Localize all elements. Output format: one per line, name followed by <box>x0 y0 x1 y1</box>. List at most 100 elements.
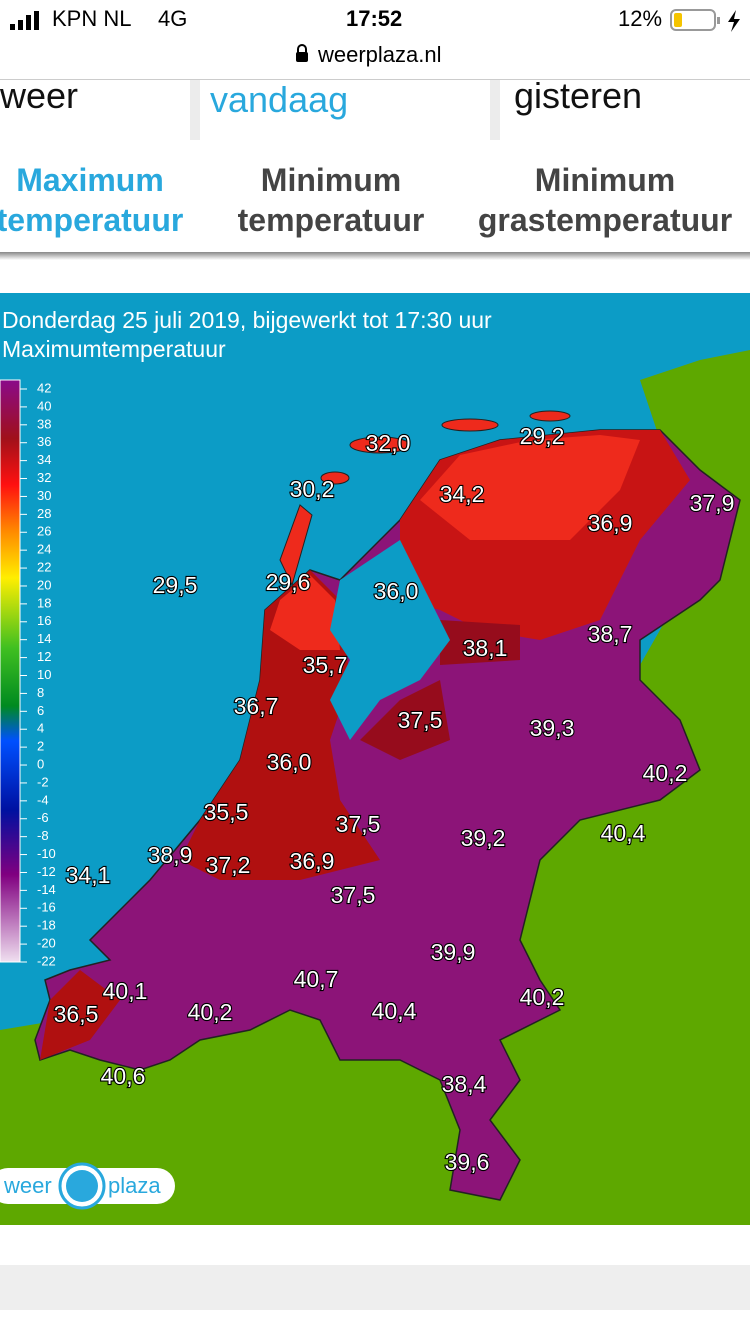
subtab-line: Maximum <box>16 162 164 198</box>
url[interactable]: weerplaza.nl <box>318 42 442 67</box>
temperature-label: 37,5 <box>398 707 443 733</box>
legend-label: 20 <box>37 577 51 592</box>
temperature-label: 36,0 <box>374 578 419 604</box>
legend-label: -12 <box>37 864 56 879</box>
subtab[interactable]: Minimum temperatuur <box>211 160 451 240</box>
legend-label: 24 <box>37 542 51 557</box>
temperature-label: 39,2 <box>461 825 506 851</box>
legend-label: 18 <box>37 595 51 610</box>
tab-label: weer <box>0 75 79 116</box>
temperature-label: 38,9 <box>148 842 193 868</box>
temperature-label: 35,5 <box>204 799 249 825</box>
subtab-line: temperatuur <box>237 202 425 238</box>
subtab-active[interactable]: Maximum temperatuur <box>0 160 210 240</box>
temperature-label: 37,5 <box>331 882 376 908</box>
subtab-line: temperatuur <box>0 202 184 238</box>
temperature-label: 40,2 <box>188 999 233 1025</box>
island <box>349 436 411 454</box>
temperature-label: 40,2 <box>520 984 565 1010</box>
legend-label: -2 <box>37 774 49 789</box>
legend-label: -6 <box>37 810 49 825</box>
island <box>279 504 313 587</box>
temperature-label: 30,2 <box>290 476 335 502</box>
legend-label: 40 <box>37 398 51 413</box>
temperature-label: 40,4 <box>601 820 646 846</box>
legend-label: 36 <box>37 434 51 449</box>
temperature-label: 29,6 <box>266 569 311 595</box>
legend-label: 12 <box>37 649 51 664</box>
legend-label: -18 <box>37 918 56 933</box>
subtab[interactable]: Minimum grastemperatuur <box>465 160 745 240</box>
temperature-label: 40,7 <box>294 966 339 992</box>
region <box>420 435 640 540</box>
temperature-label: 36,9 <box>290 848 335 874</box>
tab[interactable]: gisteren <box>500 75 750 140</box>
legend-label: 14 <box>37 631 51 646</box>
legend-label: 16 <box>37 613 51 628</box>
temperature-label: 38,4 <box>442 1071 487 1097</box>
footer-band <box>0 1265 750 1310</box>
legend-label: 2 <box>37 739 44 754</box>
legend-label: 28 <box>37 506 51 521</box>
carrier: KPN NL <box>52 6 132 31</box>
temperature-label: 40,2 <box>643 760 688 786</box>
temperature-label: 36,0 <box>267 749 312 775</box>
subtab-line: grastemperatuur <box>477 202 733 238</box>
shadow <box>0 252 750 260</box>
temperature-label: 37,2 <box>206 852 251 878</box>
region <box>440 620 520 665</box>
legend-label: 10 <box>37 667 51 682</box>
region <box>360 680 450 760</box>
temperature-label: 40,6 <box>101 1063 146 1089</box>
legend-label: -10 <box>37 846 56 861</box>
legend-label: -8 <box>37 828 49 843</box>
temperature-label: 40,1 <box>103 978 148 1004</box>
legend-label: -22 <box>37 953 56 968</box>
temperature-label: 39,9 <box>431 939 476 965</box>
temperature-label: 34,1 <box>66 862 111 888</box>
legend-label: 4 <box>37 721 44 736</box>
legend-label: -14 <box>37 882 56 897</box>
region <box>270 575 340 650</box>
legend-label: 26 <box>37 524 51 539</box>
map-subtitle: Maximumtemperatuur <box>2 336 226 362</box>
color-scale <box>0 379 21 963</box>
tab-label: gisteren <box>514 75 643 116</box>
network: 4G <box>158 6 188 31</box>
legend-label: -20 <box>37 936 56 951</box>
legend-label: 38 <box>37 416 51 431</box>
tab[interactable]: weer <box>0 75 190 140</box>
region <box>40 970 120 1060</box>
temperature-label: 39,3 <box>530 715 575 741</box>
battery-level: 12% <box>618 6 663 31</box>
temperature-label: 39,6 <box>445 1149 490 1175</box>
temperature-label: 40,4 <box>372 998 417 1024</box>
legend-label: 30 <box>37 488 51 503</box>
legend-label: 8 <box>37 685 44 700</box>
signal-icon <box>10 11 39 30</box>
legend-label: 22 <box>37 560 51 575</box>
island <box>529 410 571 422</box>
subtab-line: Minimum <box>260 162 402 198</box>
tab-active[interactable]: vandaag <box>200 80 490 140</box>
temperature-label: 38,1 <box>463 635 508 661</box>
map: Donderdag 25 juli 2019, bijgewerkt tot 1… <box>0 293 750 1225</box>
temperature-label: 38,7 <box>588 621 633 647</box>
legend-label: -16 <box>37 900 56 915</box>
temperature-label: 36,7 <box>234 693 279 719</box>
lake <box>330 540 450 740</box>
legend-label: 6 <box>37 703 44 718</box>
temperature-label: 34,2 <box>440 481 485 507</box>
logo: weer plaza <box>0 1162 175 1210</box>
map-title: Donderdag 25 juli 2019, bijgewerkt tot 1… <box>2 307 492 333</box>
lock-icon <box>296 44 308 62</box>
temperature-label: 36,5 <box>54 1001 99 1027</box>
temperature-label: 37,9 <box>690 490 735 516</box>
legend-label: 0 <box>37 756 44 771</box>
legend-label: 32 <box>37 470 51 485</box>
logo-text: plaza <box>108 1173 161 1198</box>
tab-label: vandaag <box>210 79 349 120</box>
time: 17:52 <box>346 6 403 31</box>
temperature-label: 37,5 <box>336 811 381 837</box>
legend-label: 34 <box>37 452 51 467</box>
